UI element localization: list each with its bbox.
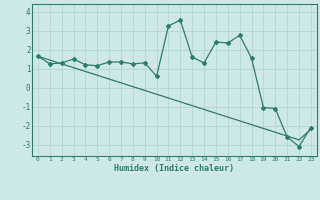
X-axis label: Humidex (Indice chaleur): Humidex (Indice chaleur): [115, 164, 234, 173]
